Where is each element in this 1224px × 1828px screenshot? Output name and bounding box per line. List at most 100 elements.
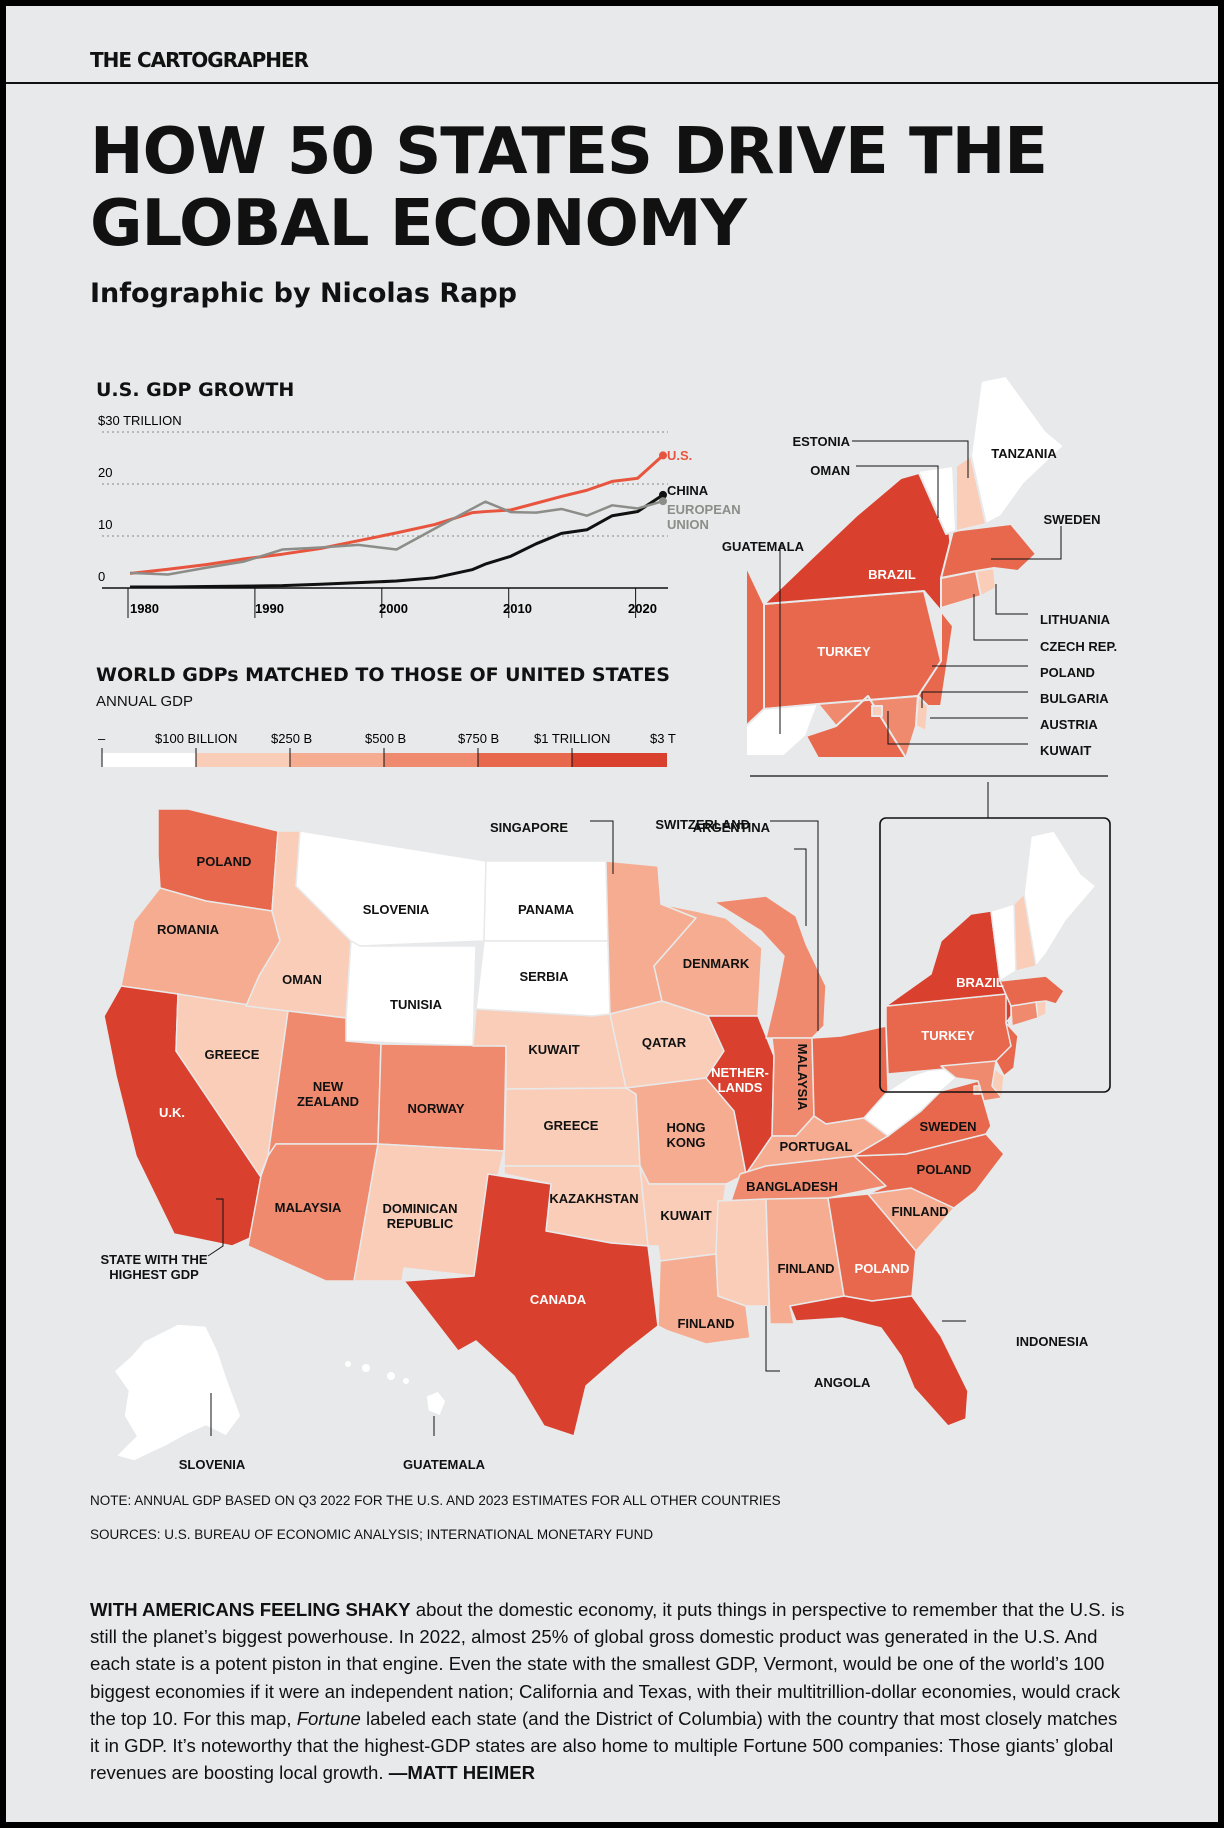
map-label: FINLAND — [891, 1204, 948, 1219]
map-label: CANADA — [530, 1292, 587, 1307]
headline: HOW 50 STATES DRIVE THE GLOBAL ECONOMY — [90, 116, 1190, 260]
map-label: SERBIA — [519, 969, 569, 984]
map-label: ZEALAND — [297, 1094, 359, 1109]
map-label: KUWAIT — [1040, 743, 1091, 758]
state-TX — [403, 1173, 659, 1437]
state-AK — [113, 1323, 242, 1462]
legend-us: U.S. — [667, 448, 692, 463]
article-text-2: labeled each state (and the District of … — [90, 1707, 1118, 1784]
map-label: U.K. — [159, 1105, 185, 1120]
article-publication: Fortune — [296, 1707, 361, 1729]
map-label: DENMARK — [683, 956, 750, 971]
chart-legend: U.S. CHINA EUROPEAN UNION — [667, 448, 741, 532]
map-leader-lines — [207, 782, 989, 1436]
map-label: LANDS — [718, 1080, 763, 1095]
byline: Infographic by Nicolas Rapp — [90, 278, 517, 309]
header-rule — [6, 82, 1218, 84]
inset-state-ME — [970, 375, 1065, 525]
legend-label: $750 B — [458, 731, 499, 746]
legend-label: $3 T — [650, 731, 676, 746]
article-lead: WITH AMERICANS FEELING SHAKY — [90, 1599, 411, 1620]
map-label: MALAYSIA — [795, 1044, 810, 1111]
series-line-2 — [129, 499, 664, 576]
headline-line-1: HOW 50 STATES DRIVE THE — [90, 115, 1048, 189]
state-HI — [425, 1390, 447, 1417]
map-label: ROMANIA — [157, 922, 220, 937]
legend-label: – — [98, 731, 106, 746]
x-tick-label: 2000 — [379, 601, 408, 616]
series-end-point — [659, 490, 667, 499]
map-label: QATAR — [642, 1035, 687, 1050]
map-label: DOMINICAN — [382, 1201, 457, 1216]
y-tick-label: 0 — [98, 569, 105, 584]
map-label: KONG — [667, 1135, 706, 1150]
series-line-1 — [130, 493, 664, 589]
legend-swatch — [572, 753, 667, 767]
map-label: POLAND — [917, 1162, 972, 1177]
state-ME — [1023, 830, 1097, 967]
map-label: TURKEY — [921, 1028, 975, 1043]
map-label: OMAN — [810, 463, 850, 478]
map-label: ARGENTINA — [693, 820, 771, 835]
map-label: STATE WITH THE — [100, 1252, 207, 1267]
state-WV — [863, 1065, 957, 1137]
x-tick-label: 1990 — [255, 601, 284, 616]
inset-state-NJ — [917, 610, 954, 707]
inset-state-MA — [940, 523, 1037, 579]
legend-eu-line-1: EUROPEAN — [667, 502, 741, 517]
legend-swatch — [384, 753, 478, 767]
article-author: —MATT HEIMER — [388, 1762, 536, 1784]
map-label: HIGHEST GDP — [109, 1267, 199, 1282]
state-AR — [639, 1165, 727, 1262]
map-label: SWITZERLAND — [655, 817, 750, 832]
map-label: NEW — [313, 1079, 344, 1094]
y-tick-label: 20 — [98, 465, 112, 480]
map-label: KUWAIT — [660, 1208, 711, 1223]
map-label: KAZAKHSTAN — [549, 1191, 638, 1206]
article-body: WITH AMERICANS FEELING SHAKY about the d… — [90, 1596, 1130, 1786]
map-label: POLAND — [855, 1261, 910, 1276]
gdp-growth-chart: $30 TRILLION 20 10 0 1980 1990 2000 2010… — [98, 413, 741, 618]
map-label: SWEDEN — [1043, 512, 1100, 527]
legend-swatch — [290, 753, 384, 767]
map-label: HONG — [667, 1120, 706, 1135]
legend-china: CHINA — [667, 483, 709, 498]
map-label: REPUBLIC — [387, 1216, 454, 1231]
legend-label: $250 B — [271, 731, 312, 746]
us-states-map: POLAND ROMANIA U.K. GREECE OMAN SLOVENIA TUNIS… — [100, 782, 1097, 1472]
map-label: BRAZIL — [868, 567, 916, 582]
chart-title: U.S. GDP GROWTH — [96, 379, 295, 401]
map-label: SINGAPORE — [490, 820, 568, 835]
infographic-page: THE CARTOGRAPHER HOW 50 STATES DRIVE THE… — [6, 6, 1218, 1822]
map-label: ANGOLA — [814, 1375, 871, 1390]
map-label: AUSTRIA — [1040, 717, 1098, 732]
x-tick-label: 1980 — [130, 601, 159, 616]
map-label: NETHER- — [711, 1065, 769, 1080]
state-MS — [715, 1198, 770, 1307]
state-MA — [999, 975, 1065, 1007]
x-tick-label: 2010 — [503, 601, 532, 616]
chart-y-ticks: $30 TRILLION 20 10 0 — [98, 413, 182, 584]
x-tick-label: 2020 — [628, 601, 657, 616]
map-label: TUNISIA — [390, 997, 443, 1012]
map-note: NOTE: ANNUAL GDP BASED ON Q3 2022 FOR TH… — [90, 1493, 781, 1508]
map-label: POLAND — [1040, 665, 1095, 680]
map-label: GUATEMALA — [722, 539, 805, 554]
map-label: BANGLADESH — [746, 1179, 838, 1194]
legend-swatch — [102, 753, 196, 767]
map-label: SLOVENIA — [363, 902, 430, 917]
map-label: FINLAND — [677, 1316, 734, 1331]
legend-eu-line-2: UNION — [667, 517, 709, 532]
map-label: SWEDEN — [919, 1119, 976, 1134]
map-label: OMAN — [282, 972, 322, 987]
chart-series — [129, 451, 667, 589]
northeast-inset-map: ESTONIA OMAN TANZANIA SWEDEN BRAZIL TURKEY GUA… — [722, 375, 1117, 777]
inset-state-DC — [871, 705, 883, 717]
map-label: PANAMA — [518, 902, 575, 917]
legend-subtitle: ANNUAL GDP — [96, 693, 193, 710]
legend-swatch — [196, 753, 290, 767]
legend-label: $100 BILLION — [155, 731, 237, 746]
publication-brand: THE CARTOGRAPHER — [90, 48, 309, 72]
legend-title: WORLD GDPs MATCHED TO THOSE OF UNITED ST… — [96, 664, 670, 686]
map-label: KUWAIT — [528, 1042, 579, 1057]
